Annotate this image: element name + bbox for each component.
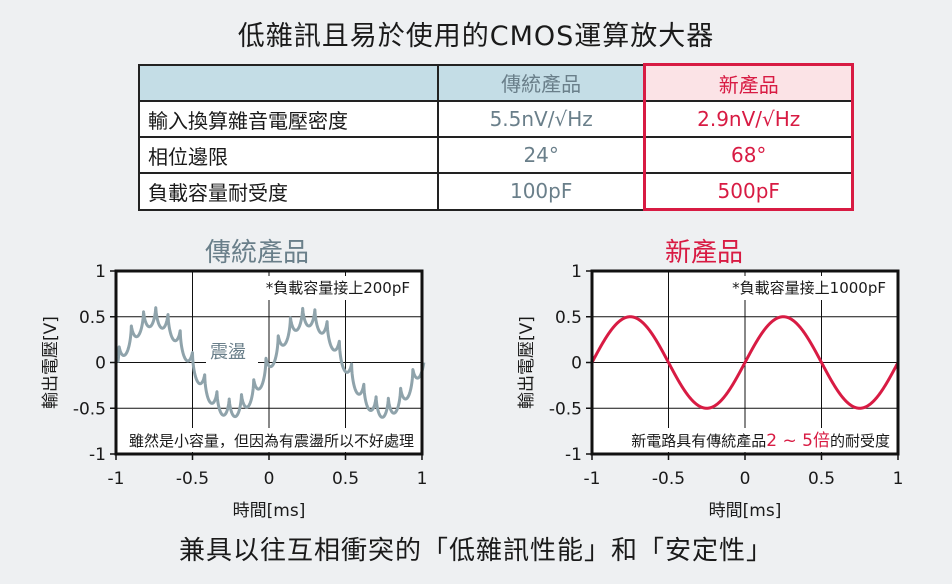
x-tick-label: 0 [740,469,751,489]
table-row: 相位邊限 24° 68° [138,136,854,174]
table-row: 負載容量耐受度 100pF 500pF [138,172,854,211]
series-line [116,306,426,419]
load-label-bg [232,276,416,300]
x-tick-label: -1 [108,469,125,489]
x-axis-label: 時間[ms] [233,501,306,521]
row-label: 輸入換算雜音電壓密度 [138,100,439,138]
y-tick-label: 0 [571,354,582,374]
load-annotation: *負載容量接上200pF [266,279,410,297]
x-tick-label: 0.5 [808,469,835,489]
x-tick-label: -0.5 [176,469,209,489]
y-tick-label: 0.5 [555,308,582,328]
x-tick-label: 1 [417,469,428,489]
right-chart-title: 新產品 [665,238,744,268]
row-label: 負載容量耐受度 [138,172,439,211]
note-highlight: 2 ~ 5倍 [766,431,830,451]
load-annotation: *負載容量接上1000pF [732,279,886,297]
y-tick-label: 0 [95,354,106,374]
new-value: 68° [643,136,854,174]
y-axis-label: 輸出電壓[V] [517,316,537,409]
y-axis-label: 輸出電壓[V] [41,316,61,409]
y-tick-label: -1 [565,445,582,465]
y-tick-label: 1 [95,262,106,282]
load-label-bg [670,276,892,300]
new-product-chart: -1 -0.5 0 0.5 1 1 0.5 0 -0.5 -1 時間[ms] 輸出電壓[V] *負載容量… [517,262,904,521]
left-chart-title: 傳統產品 [205,238,310,268]
y-tick-label: -0.5 [549,399,582,419]
conventional-value: 100pF [436,172,646,211]
y-tick-label: 1 [571,262,582,282]
table-header-row: 傳統產品 新產品 [138,63,854,102]
page-title: 低雜訊且易於使用的CMOS運算放大器 [237,21,715,52]
y-tick-label: -1 [89,445,106,465]
header-cell-conventional: 傳統產品 [436,63,646,102]
note-annotation: 新電路具有傳統產品2 ~ 5倍的耐受度 [631,431,890,451]
header-cell-blank [138,63,439,102]
series-line [590,315,900,410]
note-prefix: 新電路具有傳統產品 [631,432,766,450]
conventional-chart: -1 -0.5 0 0.5 1 1 0.5 0 -0.5 -1 時間[ms] 輸出電壓[V] *負載容量… [41,262,428,521]
x-tick-label: 0.5 [332,469,359,489]
comparison-table: 傳統產品 新產品 輸入換算雜音電壓密度 5.5nV/√Hz 2.9nV/√Hz … [138,63,854,211]
x-tick-label: -0.5 [652,469,685,489]
note-bg [602,428,895,452]
new-value: 2.9nV/√Hz [643,100,854,138]
note-bg [120,428,419,452]
conventional-value: 24° [436,136,646,174]
header-cell-new: 新產品 [643,63,854,102]
ringing-annotation: 震盪 [210,342,246,363]
conventional-value: 5.5nV/√Hz [436,100,646,138]
y-tick-label: 0.5 [79,308,106,328]
x-tick-label: -1 [584,469,601,489]
x-tick-label: 0 [264,469,275,489]
summary-caption: 兼具以往互相衝突的「低雜訊性能」和「安定性」 [178,536,773,566]
y-tick-label: -0.5 [73,399,106,419]
x-tick-label: 1 [893,469,904,489]
ringing-label-bg [206,338,258,364]
row-label: 相位邊限 [138,136,439,174]
x-axis-label: 時間[ms] [709,501,782,521]
new-value: 500pF [643,172,854,211]
note-annotation: 雖然是小容量，但因為有震盪所以不好處理 [129,432,414,450]
note-suffix: 的耐受度 [830,432,890,450]
table-row: 輸入換算雜音電壓密度 5.5nV/√Hz 2.9nV/√Hz [138,100,854,138]
